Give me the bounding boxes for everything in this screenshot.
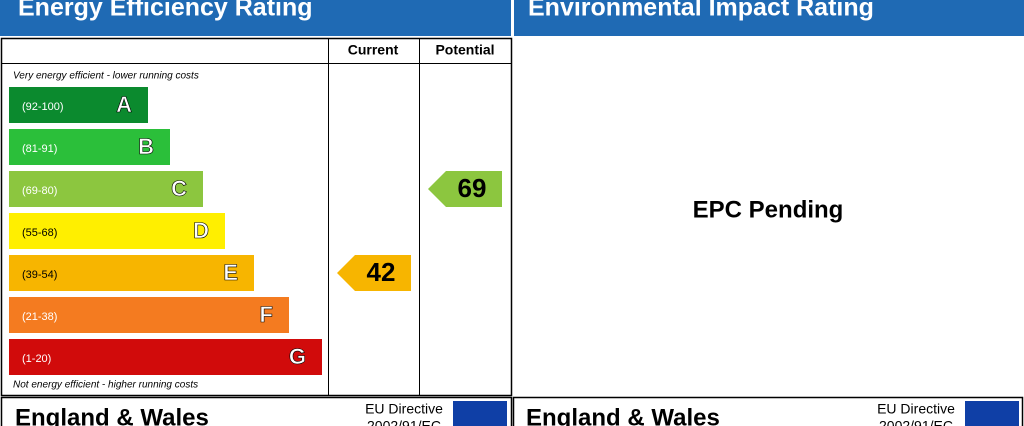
band-range: (39-54)	[22, 269, 57, 281]
eu-flag	[965, 401, 1019, 426]
directive-code: 2002/91/EC	[879, 418, 953, 426]
band-letter: F	[260, 302, 273, 327]
band-bar	[9, 171, 203, 207]
energy-title: Energy Efficiency Rating	[18, 0, 313, 22]
band-range: (55-68)	[22, 227, 57, 239]
band-bar	[9, 213, 225, 249]
footer-box	[0, 396, 513, 426]
table-border	[0, 37, 513, 397]
band-letter: D	[193, 218, 209, 243]
bottom-note: Not energy efficient - higher running co…	[13, 380, 198, 391]
band-letter: C	[171, 176, 187, 201]
band-bar	[9, 339, 322, 375]
band-bar	[9, 255, 254, 291]
column-header: Current	[348, 42, 399, 58]
band-letter: E	[223, 260, 238, 285]
top-note: Very energy efficient - lower running co…	[13, 71, 199, 82]
band-range: (81-91)	[22, 143, 57, 155]
directive-code: 2002/91/EC	[367, 418, 441, 426]
directive: EU Directive	[877, 401, 955, 417]
region: England & Wales	[526, 404, 720, 426]
rating-value: 42	[367, 257, 396, 287]
rating-arrow	[337, 255, 411, 291]
band-range: (69-80)	[22, 185, 57, 197]
footer: England & Wales EU Directive 2002/91/EC …	[0, 396, 1024, 426]
header-bar	[0, 0, 511, 36]
band-letter: G	[289, 344, 306, 369]
band-letter: B	[138, 134, 154, 159]
column-header: Potential	[435, 42, 494, 58]
status: EPC Pending	[693, 196, 844, 223]
header-bar	[514, 0, 1024, 36]
footer-box	[512, 396, 1024, 426]
eu-flag	[453, 401, 507, 426]
directive: EU Directive	[365, 401, 443, 417]
region: England & Wales	[15, 404, 209, 426]
band-range: (21-38)	[22, 311, 57, 323]
environmental-title: Environmental Impact Rating	[528, 0, 874, 22]
rating-arrow	[428, 171, 502, 207]
band-range: (92-100)	[22, 101, 64, 113]
rating-value: 69	[458, 173, 487, 203]
band-letter: A	[116, 92, 132, 117]
band-bar	[9, 297, 289, 333]
band-range: (1-20)	[22, 353, 51, 365]
band-bar	[9, 129, 170, 165]
band-bar	[9, 87, 148, 123]
